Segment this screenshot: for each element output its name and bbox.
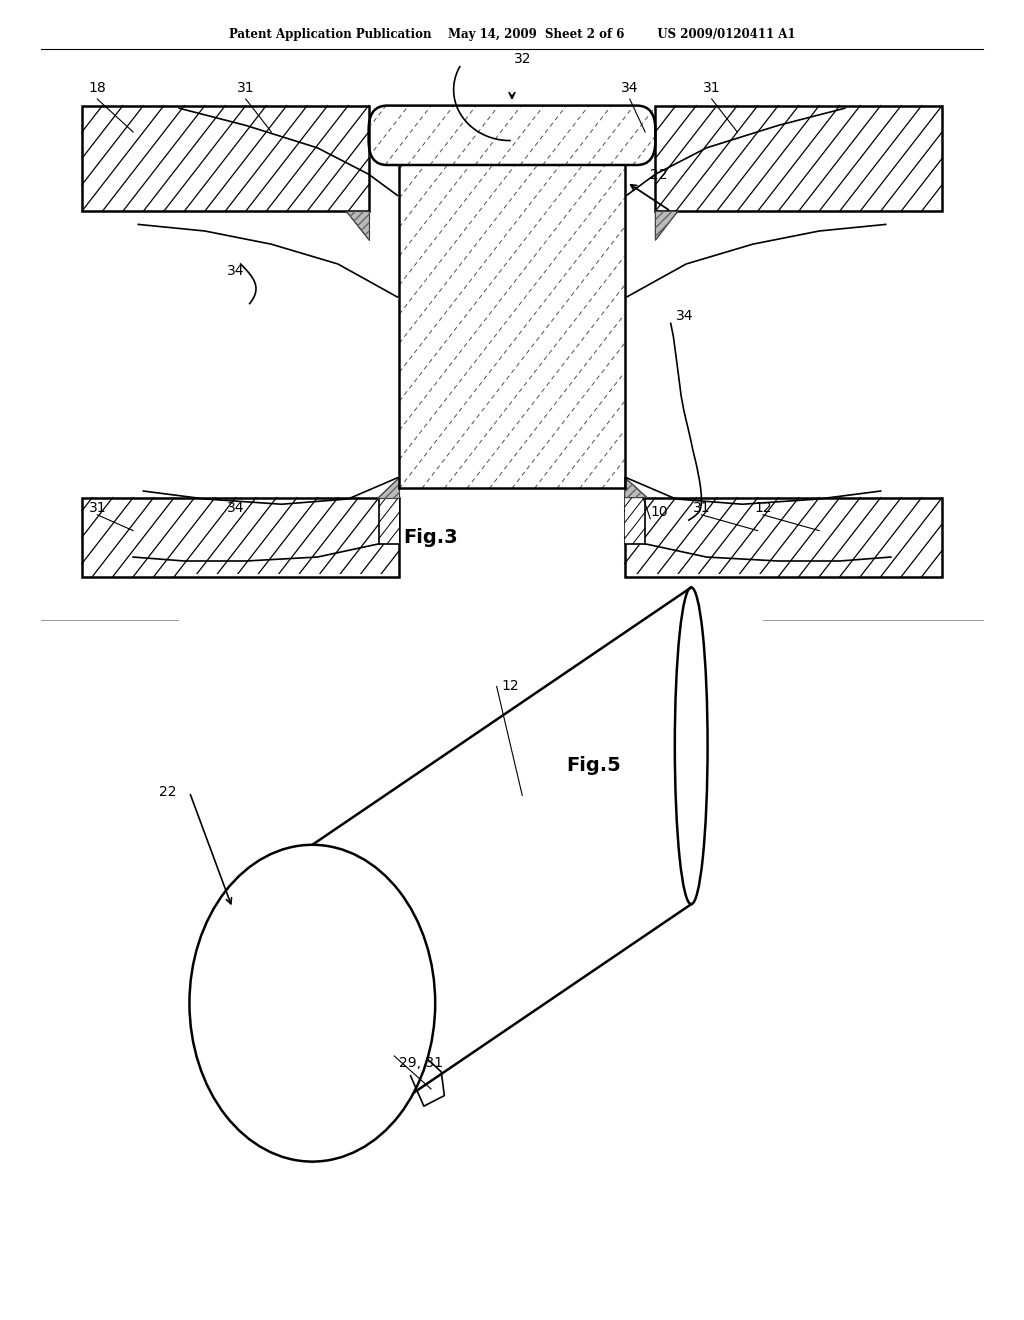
Text: 34: 34 bbox=[621, 81, 639, 95]
Text: 18: 18 bbox=[88, 81, 106, 95]
Bar bbox=[179, 574, 763, 1175]
Text: 31: 31 bbox=[237, 81, 255, 95]
Text: 34: 34 bbox=[226, 264, 245, 279]
Text: 10: 10 bbox=[650, 504, 668, 519]
Bar bbox=[82, 106, 369, 211]
Text: 22: 22 bbox=[159, 785, 176, 799]
Text: 12: 12 bbox=[754, 500, 772, 515]
Circle shape bbox=[189, 845, 435, 1162]
Text: 34: 34 bbox=[226, 500, 245, 515]
Text: 31: 31 bbox=[692, 500, 711, 515]
Text: 31: 31 bbox=[702, 81, 721, 95]
Bar bbox=[625, 498, 942, 577]
Text: 22: 22 bbox=[650, 168, 668, 182]
Bar bbox=[82, 498, 399, 577]
Bar bbox=[379, 498, 399, 544]
Polygon shape bbox=[346, 211, 369, 240]
Text: Fig.5: Fig.5 bbox=[566, 756, 622, 775]
Bar bbox=[655, 106, 942, 211]
Text: Fig.3: Fig.3 bbox=[402, 528, 458, 546]
Polygon shape bbox=[655, 211, 678, 240]
Bar bbox=[625, 498, 645, 544]
Polygon shape bbox=[625, 478, 647, 498]
Text: 12: 12 bbox=[502, 680, 519, 693]
Text: Patent Application Publication    May 14, 2009  Sheet 2 of 6        US 2009/0120: Patent Application Publication May 14, 2… bbox=[228, 28, 796, 41]
Polygon shape bbox=[377, 478, 399, 498]
Bar bbox=[399, 106, 625, 488]
Text: 31: 31 bbox=[88, 500, 106, 515]
Text: 29, 31: 29, 31 bbox=[399, 1056, 443, 1069]
Text: 32: 32 bbox=[513, 51, 531, 66]
Ellipse shape bbox=[675, 587, 708, 904]
Text: 34: 34 bbox=[676, 309, 693, 323]
